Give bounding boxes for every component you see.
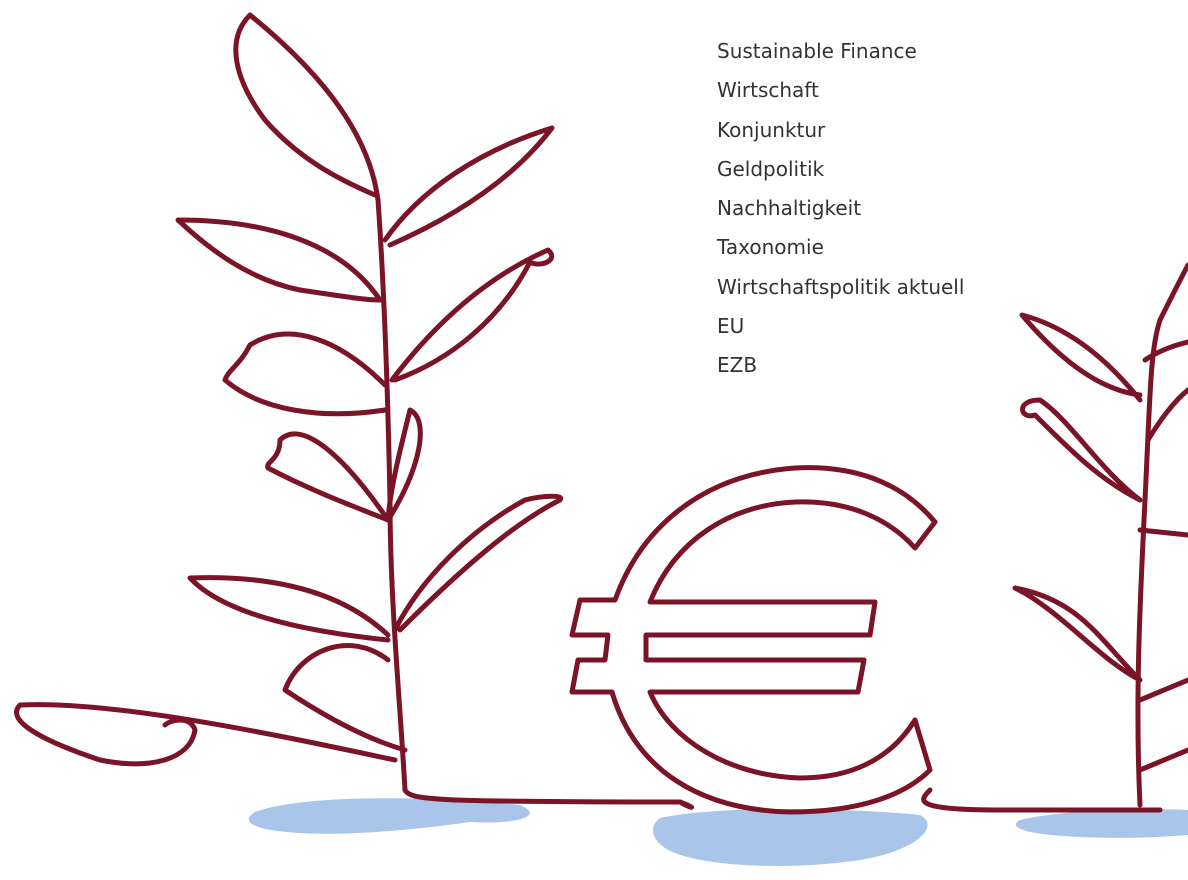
plant-right (1015, 265, 1188, 805)
tag-link[interactable]: EZB (717, 346, 964, 385)
tag-link[interactable]: Geldpolitik (717, 150, 964, 189)
tag-link[interactable]: Konjunktur (717, 111, 964, 150)
tag-link[interactable]: EU (717, 307, 964, 346)
tag-link[interactable]: Wirtschaft (717, 71, 964, 110)
illustration (0, 0, 1188, 880)
tag-link[interactable]: Taxonomie (717, 228, 964, 267)
euro-sign (572, 468, 1160, 812)
tag-link[interactable]: Wirtschaftspolitik aktuell (717, 268, 964, 307)
tag-link[interactable]: Sustainable Finance (717, 32, 964, 71)
page: Sustainable FinanceWirtschaftKonjunkturG… (0, 0, 1188, 880)
tag-link[interactable]: Nachhaltigkeit (717, 189, 964, 228)
plant-left (17, 15, 680, 802)
